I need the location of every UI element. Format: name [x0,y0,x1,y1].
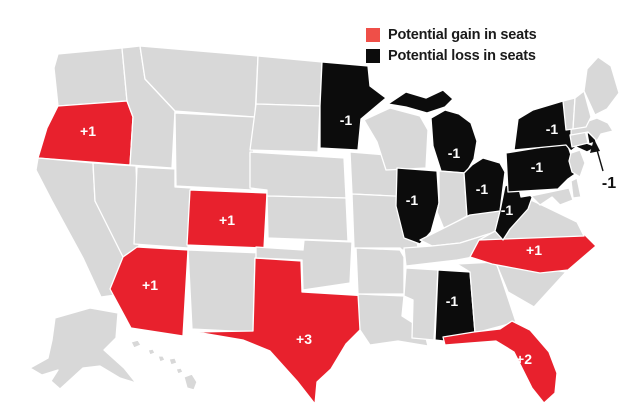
state-michigan [387,89,478,174]
state-utah [133,166,192,249]
state-label-colorado: +1 [219,212,235,228]
legend: Potential gain in seats Potential loss i… [366,27,537,64]
state-label-ohio: -1 [476,181,489,197]
state-label-illinois: -1 [406,192,419,208]
state-label-michigan: -1 [448,145,461,161]
legend-gain-label: Potential gain in seats [388,27,537,43]
annotation-arrow-line [596,149,604,172]
state-label-florida: +2 [516,351,532,367]
state-minnesota [319,61,387,151]
state-louisiana [357,293,429,347]
legend-row-loss: Potential loss in seats [366,48,537,64]
state-labels-layer: +1 +1 +1 +3 -1 -1 -1 -1 -1 +2 +1 -1 -1 -1 [80,112,558,367]
state-wisconsin [363,107,429,171]
state-label-alabama: -1 [446,293,459,309]
state-nebraska [249,151,347,199]
state-south-dakota [249,103,321,153]
state-florida [442,320,558,404]
state-label-texas: +3 [296,331,312,347]
state-label-arizona: +1 [142,277,158,293]
state-oklahoma [255,239,353,291]
legend-loss-label: Potential loss in seats [388,48,536,64]
state-label-oregon: +1 [80,123,96,139]
state-alaska [29,307,137,390]
gain-swatch-icon [366,28,380,42]
state-label-west-virginia: -1 [501,202,514,218]
state-maryland [530,187,574,206]
states-layer [29,45,620,405]
state-washington [53,47,128,107]
annotation-label: -1 [602,175,616,192]
state-label-pennsylvania: -1 [531,159,544,175]
annotation-arrowhead-icon [590,139,600,153]
state-montana [139,45,259,118]
state-label-minnesota: -1 [340,112,353,128]
state-new-mexico [187,249,264,333]
state-label-new-york: -1 [546,121,559,137]
state-arkansas [355,247,405,295]
state-north-dakota [255,55,323,107]
state-label-north-carolina: +1 [526,242,542,258]
legend-row-gain: Potential gain in seats [366,27,537,43]
state-delaware [570,177,582,199]
state-arizona [109,246,189,337]
state-maine [583,56,620,116]
state-new-jersey [568,149,586,178]
loss-swatch-icon [366,49,380,63]
state-texas [195,257,374,405]
state-new-hampshire [572,90,592,130]
rhode-island-annotation: -1 [590,139,616,192]
state-wyoming [174,112,256,191]
state-hawaii [130,339,198,391]
state-kansas [266,195,349,242]
